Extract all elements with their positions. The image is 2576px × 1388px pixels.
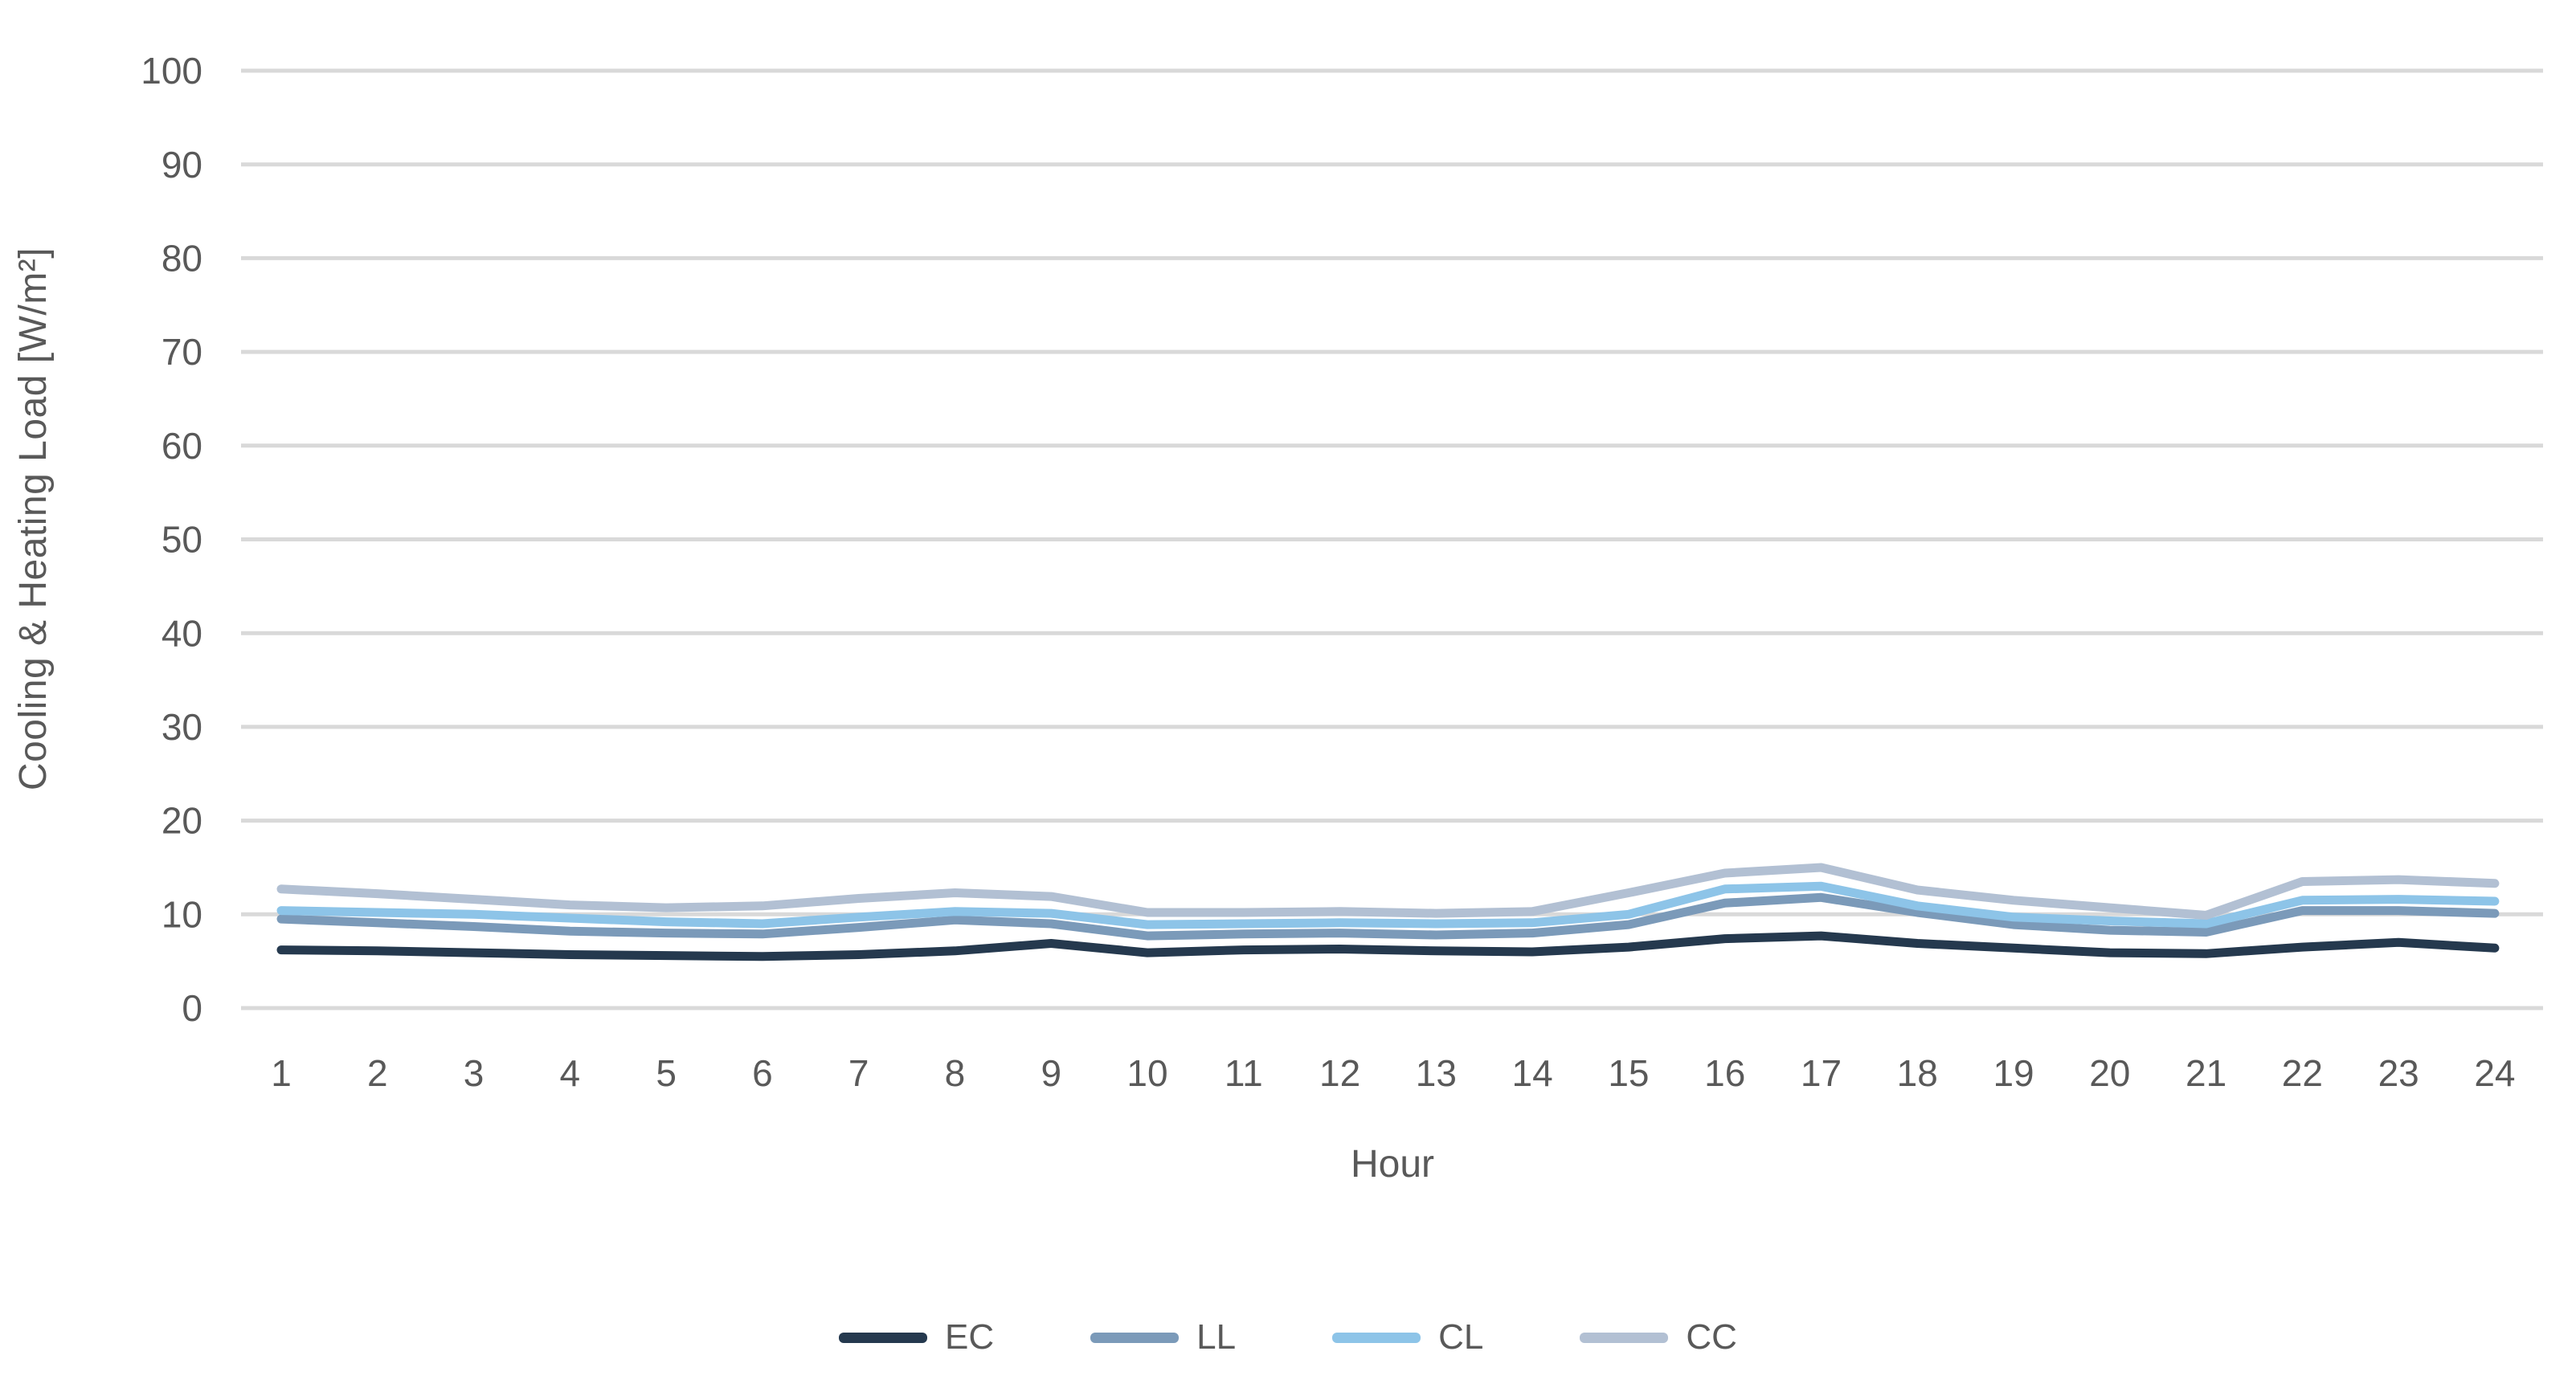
x-tick-label-3: 3 — [464, 1052, 485, 1094]
y-axis-tick-labels: 0 10 20 30 40 50 60 70 80 90 100 — [141, 50, 202, 1029]
series-line-LL — [276, 892, 2500, 941]
x-tick-label-9: 9 — [1041, 1052, 1061, 1094]
legend-swatch-CL — [1332, 1332, 1421, 1343]
legend-label-EC: EC — [945, 1317, 995, 1357]
x-tick-label-7: 7 — [848, 1052, 869, 1094]
series-lines — [276, 863, 2500, 961]
x-tick-label-10: 10 — [1126, 1052, 1167, 1094]
series-line-EC — [276, 931, 2500, 961]
legend-item-CC: CC — [1580, 1317, 1737, 1357]
y-tick-label-0: 0 — [182, 987, 202, 1029]
legend-swatch-EC — [839, 1332, 928, 1343]
x-tick-label-16: 16 — [1704, 1052, 1745, 1094]
x-tick-label-18: 18 — [1897, 1052, 1938, 1094]
y-tick-label-70: 70 — [162, 331, 202, 373]
x-tick-label-6: 6 — [752, 1052, 773, 1094]
x-tick-label-5: 5 — [656, 1052, 677, 1094]
y-tick-label-80: 80 — [162, 238, 202, 280]
y-tick-label-50: 50 — [162, 519, 202, 561]
y-tick-label-10: 10 — [162, 893, 202, 935]
legend-swatch-CC — [1580, 1332, 1669, 1343]
y-tick-label-60: 60 — [162, 425, 202, 467]
legend-label-CL: CL — [1438, 1317, 1484, 1357]
legend-item-LL: LL — [1090, 1317, 1236, 1357]
y-tick-label-100: 100 — [141, 50, 202, 92]
x-tick-label-11: 11 — [1225, 1052, 1263, 1094]
legend-item-EC: EC — [839, 1317, 994, 1357]
x-tick-label-1: 1 — [271, 1052, 292, 1094]
x-tick-label-17: 17 — [1801, 1052, 1842, 1094]
legend-item-CL: CL — [1332, 1317, 1483, 1357]
series-line-CL — [276, 881, 2500, 929]
gridlines — [241, 68, 2543, 1010]
y-axis-title: Cooling & Heating Load [W/m²] — [12, 247, 55, 791]
x-tick-label-20: 20 — [2089, 1052, 2130, 1094]
legend: EC LL CL CC — [0, 1317, 2576, 1357]
x-tick-label-22: 22 — [2282, 1052, 2323, 1094]
legend-label-CC: CC — [1686, 1317, 1737, 1357]
legend-label-LL: LL — [1196, 1317, 1237, 1357]
series-line-CC — [276, 863, 2500, 920]
y-tick-label-20: 20 — [162, 800, 202, 842]
x-tick-label-12: 12 — [1319, 1052, 1360, 1094]
x-tick-label-14: 14 — [1512, 1052, 1553, 1094]
x-tick-label-23: 23 — [2378, 1052, 2419, 1094]
x-axis-title: Hour — [1350, 1143, 1435, 1186]
y-tick-label-30: 30 — [162, 706, 202, 748]
y-tick-label-90: 90 — [162, 144, 202, 186]
x-tick-label-2: 2 — [367, 1052, 388, 1094]
legend-swatch-LL — [1090, 1332, 1180, 1343]
x-axis-tick-labels: 1 2 3 4 5 6 7 8 9 10 11 12 13 14 15 16 17 18 19 20 21 22 23 24 — [271, 1052, 2515, 1094]
x-tick-label-19: 19 — [1993, 1052, 2034, 1094]
y-tick-label-40: 40 — [162, 612, 202, 654]
x-tick-label-24: 24 — [2474, 1052, 2515, 1094]
x-tick-label-13: 13 — [1416, 1052, 1457, 1094]
x-tick-label-4: 4 — [560, 1052, 581, 1094]
x-tick-label-15: 15 — [1608, 1052, 1649, 1094]
x-tick-label-21: 21 — [2186, 1052, 2226, 1094]
x-tick-label-8: 8 — [945, 1052, 966, 1094]
